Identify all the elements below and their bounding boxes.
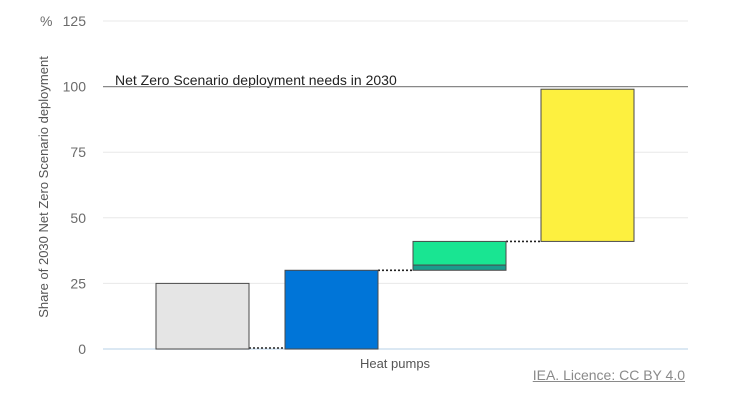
bar-bar-3-lower <box>412 264 507 271</box>
y-tick-0: 0 <box>78 341 86 357</box>
y-tick-125: 125 <box>63 13 87 29</box>
source-link[interactable]: IEA. Licence: CC BY 4.0 <box>532 367 685 383</box>
bar-bar-1 <box>155 282 250 350</box>
y-tick-labels: 0 25 50 75 100 125 <box>63 13 87 357</box>
reference-line-label: Net Zero Scenario deployment needs in 20… <box>115 72 397 88</box>
bar-bar-2 <box>284 269 379 350</box>
reference-line-group: Net Zero Scenario deployment needs in 20… <box>103 72 688 88</box>
y-unit-label: % <box>40 13 52 29</box>
y-tick-25: 25 <box>70 275 86 291</box>
connectors <box>249 240 541 349</box>
y-axis-title: Share of 2030 Net Zero Scenario deployme… <box>36 56 51 318</box>
y-tick-75: 75 <box>70 144 86 160</box>
y-tick-100: 100 <box>63 79 87 95</box>
bar-bar-3-upper <box>412 240 507 266</box>
bar-bar-4 <box>540 88 635 242</box>
x-category-label: Heat pumps <box>360 356 431 371</box>
y-tick-50: 50 <box>70 210 86 226</box>
bars <box>155 88 635 350</box>
